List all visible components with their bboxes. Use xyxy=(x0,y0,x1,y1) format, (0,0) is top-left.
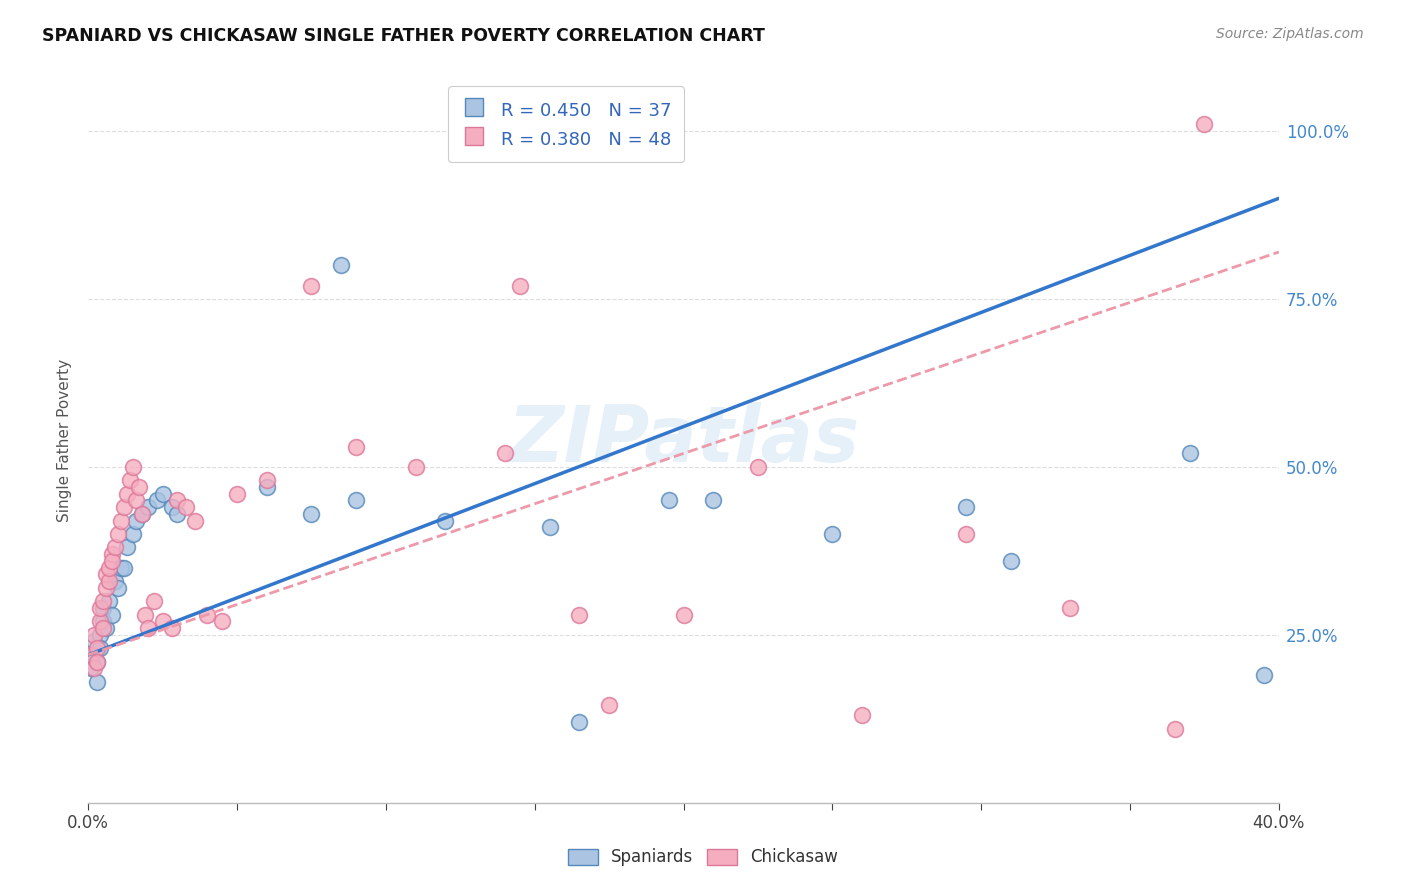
Point xyxy=(112,500,135,515)
Point xyxy=(80,648,103,662)
Point xyxy=(110,514,132,528)
Point xyxy=(142,594,165,608)
Point xyxy=(80,661,103,675)
Text: SPANIARD VS CHICKASAW SINGLE FATHER POVERTY CORRELATION CHART: SPANIARD VS CHICKASAW SINGLE FATHER POVE… xyxy=(42,27,765,45)
Point xyxy=(299,507,322,521)
Point xyxy=(98,560,121,574)
Point xyxy=(344,493,367,508)
Point xyxy=(166,493,188,508)
Point xyxy=(821,527,844,541)
Point xyxy=(568,607,591,622)
Point xyxy=(136,500,159,515)
Point xyxy=(86,641,108,656)
Point xyxy=(131,507,153,521)
Point xyxy=(86,655,108,669)
Point xyxy=(299,278,322,293)
Point xyxy=(91,600,114,615)
Point xyxy=(118,473,141,487)
Point xyxy=(121,459,143,474)
Point xyxy=(94,567,117,582)
Point xyxy=(176,500,198,515)
Text: ZIPatlas: ZIPatlas xyxy=(508,402,859,478)
Point xyxy=(226,487,249,501)
Point xyxy=(330,259,353,273)
Point xyxy=(494,446,516,460)
Point xyxy=(152,487,174,501)
Point xyxy=(83,628,105,642)
Point xyxy=(104,541,127,555)
Point xyxy=(125,493,148,508)
Point xyxy=(598,698,620,713)
Point xyxy=(104,574,127,588)
Point xyxy=(1194,118,1216,132)
Point xyxy=(145,493,167,508)
Point xyxy=(107,581,129,595)
Point xyxy=(94,621,117,635)
Point xyxy=(98,594,121,608)
Point xyxy=(955,500,977,515)
Point xyxy=(86,655,108,669)
Point xyxy=(1163,722,1185,736)
Point xyxy=(121,527,143,541)
Point xyxy=(851,708,873,723)
Point xyxy=(83,648,105,662)
Text: Source: ZipAtlas.com: Source: ZipAtlas.com xyxy=(1216,27,1364,41)
Point xyxy=(1059,600,1081,615)
Point xyxy=(94,581,117,595)
Point xyxy=(112,560,135,574)
Point xyxy=(256,480,278,494)
Point xyxy=(702,493,724,508)
Point xyxy=(125,514,148,528)
Point xyxy=(672,607,695,622)
Point xyxy=(98,574,121,588)
Point xyxy=(89,615,111,629)
Point xyxy=(658,493,681,508)
Point xyxy=(110,560,132,574)
Point xyxy=(568,714,591,729)
Point xyxy=(184,514,207,528)
Point xyxy=(1253,668,1275,682)
Point xyxy=(83,661,105,675)
Point xyxy=(89,628,111,642)
Point xyxy=(1178,446,1201,460)
Y-axis label: Single Father Poverty: Single Father Poverty xyxy=(58,359,72,522)
Point xyxy=(538,520,561,534)
Point xyxy=(195,607,218,622)
Point xyxy=(538,118,561,132)
Point xyxy=(89,641,111,656)
Point xyxy=(107,527,129,541)
Point xyxy=(211,615,233,629)
Point xyxy=(115,487,138,501)
Point xyxy=(91,594,114,608)
Point xyxy=(101,547,124,561)
Point xyxy=(166,507,188,521)
Point xyxy=(152,615,174,629)
Point xyxy=(405,459,427,474)
Point xyxy=(134,607,156,622)
Point xyxy=(160,500,183,515)
Point xyxy=(509,278,531,293)
Legend: Spaniards, Chickasaw: Spaniards, Chickasaw xyxy=(560,840,846,875)
Point xyxy=(1000,554,1022,568)
Point xyxy=(434,514,457,528)
Point xyxy=(256,473,278,487)
Point xyxy=(86,674,108,689)
Point xyxy=(101,554,124,568)
Point xyxy=(89,600,111,615)
Point xyxy=(136,621,159,635)
Point xyxy=(344,440,367,454)
Point xyxy=(91,621,114,635)
Point xyxy=(131,507,153,521)
Point xyxy=(128,480,150,494)
Point xyxy=(115,541,138,555)
Legend: R = 0.450   N = 37, R = 0.380   N = 48: R = 0.450 N = 37, R = 0.380 N = 48 xyxy=(449,87,683,161)
Point xyxy=(747,459,769,474)
Point xyxy=(91,615,114,629)
Point xyxy=(83,634,105,648)
Point xyxy=(160,621,183,635)
Point xyxy=(101,607,124,622)
Point xyxy=(955,527,977,541)
